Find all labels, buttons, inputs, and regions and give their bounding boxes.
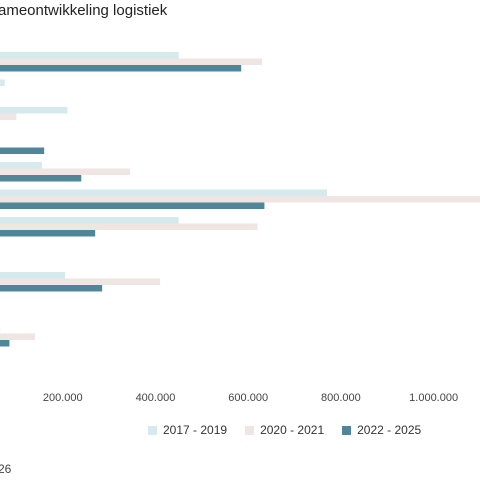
bar-series-0-cat-0	[0, 52, 179, 59]
legend-label: 2017 - 2019	[163, 423, 228, 437]
bar-series-0-cat-1	[0, 79, 5, 86]
legend-swatch	[148, 425, 157, 435]
bar-series-1-cat-5	[0, 196, 480, 203]
legend-item-0: 2017 - 2019	[148, 423, 227, 437]
bar-series-2-cat-6	[0, 230, 96, 237]
bar-series-0-cat-8	[0, 272, 66, 279]
legend-label: 2020 - 2021	[260, 423, 325, 437]
x-tick-label: 200.000	[43, 392, 83, 404]
legend-swatch	[342, 425, 352, 435]
legend-item-1: 2020 - 2021	[245, 423, 324, 437]
chart-legend: 2017 - 2019 2020 - 2021 2022 - 2025	[148, 423, 421, 437]
x-tick-label: 600.000	[228, 392, 268, 404]
bar-series-0-cat-2	[0, 107, 68, 114]
bar-series-2-cat-8	[0, 285, 103, 292]
x-tick-label: 800.000	[321, 392, 361, 404]
bar-series-1-cat-6	[0, 223, 258, 230]
legend-label: 2022 - 2025	[357, 423, 422, 437]
chart-title: ameontwikkeling logistiek	[0, 2, 168, 19]
bar-series-1-cat-4	[0, 168, 130, 175]
bar-series-2-cat-0	[0, 65, 242, 72]
bar-series-2-cat-4	[0, 175, 82, 182]
bar-series-1-cat-0	[0, 58, 263, 65]
legend-swatch	[245, 425, 255, 435]
bar-series-2-cat-3	[0, 147, 45, 154]
bar-series-1-cat-10	[0, 333, 35, 340]
legend-item-2: 2022 - 2025	[342, 423, 421, 437]
bar-series-0-cat-4	[0, 162, 42, 169]
bar-series-1-cat-8	[0, 278, 161, 285]
bar-series-2-cat-10	[0, 340, 10, 347]
bar-series-0-cat-6	[0, 217, 179, 224]
x-tick-label: 1.000.000	[409, 392, 458, 404]
x-tick-label: 400.000	[136, 392, 176, 404]
bar-chart: 200.000 400.000 600.000 800.000 1.000.000	[0, 52, 480, 404]
bar-series-2-cat-5	[0, 202, 265, 209]
source-note: 26	[0, 462, 12, 476]
bar-series-1-cat-2	[0, 113, 17, 120]
bar-series-0-cat-5	[0, 189, 327, 196]
